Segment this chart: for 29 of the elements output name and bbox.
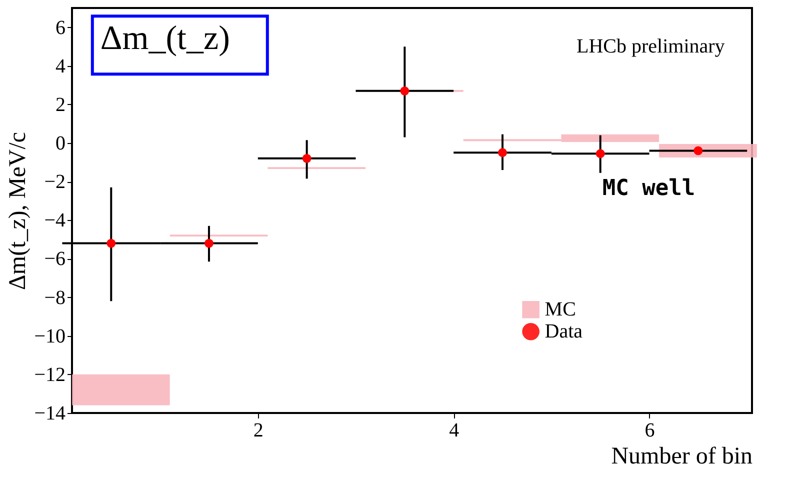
y-axis-title: Δm(t_z), MeV/c: [5, 132, 32, 290]
x-axis-title: Number of bin: [611, 444, 752, 470]
legend-label: Data: [544, 320, 583, 343]
x-tick-label: 2: [253, 420, 264, 442]
annotation: LHCb preliminary: [576, 35, 725, 58]
point: [498, 148, 507, 158]
point: [204, 238, 214, 248]
bar: [72, 374, 170, 406]
y-tick-label: −14: [34, 402, 66, 424]
point: [302, 154, 312, 163]
y-tick-label: −4: [44, 210, 66, 232]
annotation: Δm_(t_z): [100, 20, 230, 58]
y-tick-label: −6: [44, 248, 66, 270]
point: [694, 146, 703, 156]
y-tick-label: −2: [44, 171, 66, 194]
y-tick-label: 4: [56, 55, 66, 78]
y-tick-label: −12: [34, 364, 66, 386]
y-tick-label: 0: [56, 132, 66, 154]
y-tick-label: 6: [56, 16, 66, 39]
y-tick-label: −10: [34, 325, 66, 348]
point: [106, 238, 116, 248]
point: [596, 149, 605, 158]
legend-label: MC: [544, 298, 576, 321]
annotation: MC well: [602, 176, 696, 202]
y-tick-label: 2: [56, 94, 66, 116]
x-tick-label: 4: [449, 420, 460, 442]
x-tick-label: 6: [644, 420, 655, 442]
y-tick-label: −8: [44, 286, 66, 309]
point: [400, 86, 410, 96]
